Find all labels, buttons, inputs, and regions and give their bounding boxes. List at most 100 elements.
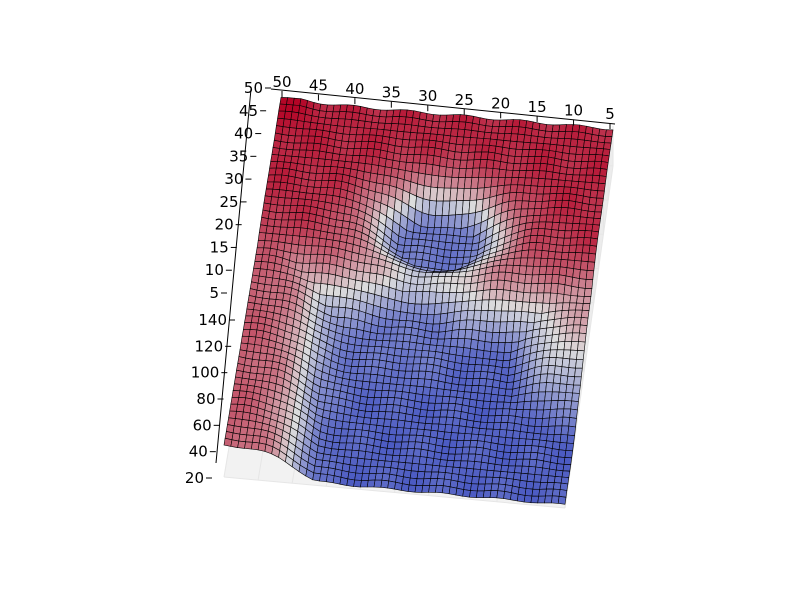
surface-cell bbox=[527, 466, 537, 475]
surface-cell bbox=[565, 215, 575, 224]
surface-cell bbox=[503, 491, 512, 501]
surface-cell bbox=[521, 409, 531, 419]
surface-cell bbox=[530, 445, 540, 454]
surface-cell bbox=[562, 464, 572, 472]
surface-cell bbox=[506, 310, 516, 323]
surface-cell bbox=[548, 357, 557, 367]
surface-cell bbox=[458, 168, 467, 179]
surface-cell bbox=[448, 346, 458, 356]
surface-cell bbox=[551, 273, 560, 285]
surface-cell bbox=[534, 249, 543, 259]
surface-cell bbox=[449, 337, 459, 348]
surface-cell bbox=[490, 342, 499, 353]
surface-cell bbox=[427, 402, 436, 411]
surface-cell bbox=[568, 417, 577, 428]
surface-cell bbox=[421, 259, 430, 269]
surface-cell bbox=[450, 276, 459, 285]
surface-cell bbox=[443, 275, 453, 284]
surface-cell bbox=[482, 350, 492, 360]
surface-cell bbox=[400, 301, 409, 314]
surface-cell bbox=[453, 410, 462, 419]
surface-cell bbox=[509, 452, 518, 460]
surface-cell bbox=[523, 495, 533, 504]
surface-cell bbox=[499, 471, 508, 479]
surface-cell bbox=[543, 137, 552, 145]
surface-cell bbox=[408, 385, 418, 395]
surface-cell bbox=[580, 252, 590, 263]
surface-cell bbox=[506, 422, 515, 431]
surface-cell bbox=[448, 396, 457, 405]
surface-cell bbox=[590, 134, 600, 143]
surface-cell bbox=[475, 349, 485, 359]
surface-cell bbox=[469, 440, 478, 448]
surface-cell bbox=[411, 414, 420, 424]
surface-cell bbox=[515, 192, 524, 202]
surface-cell bbox=[462, 347, 471, 358]
surface-cell bbox=[555, 463, 565, 472]
surface-cell bbox=[594, 204, 603, 213]
surface-cell bbox=[515, 291, 525, 303]
surface-cell bbox=[584, 174, 594, 183]
surface-cell bbox=[579, 269, 588, 280]
surface-cell bbox=[562, 408, 572, 418]
surface-cell bbox=[544, 170, 554, 180]
surface-cell bbox=[572, 384, 581, 394]
surface-cell bbox=[523, 445, 533, 453]
surface-cell bbox=[575, 302, 584, 311]
surface-cell bbox=[410, 238, 420, 246]
surface-cell bbox=[604, 136, 613, 144]
surface-cell bbox=[463, 433, 473, 441]
surface-cell bbox=[578, 174, 587, 183]
surface-cell bbox=[456, 432, 466, 441]
surface-cell bbox=[451, 121, 460, 130]
surface-cell bbox=[524, 274, 533, 285]
surface-cell bbox=[388, 340, 397, 349]
surface-cell bbox=[416, 471, 426, 480]
surface-cell bbox=[441, 485, 451, 495]
surface-cell bbox=[563, 457, 573, 465]
surface-cell bbox=[568, 244, 577, 253]
surface-cell bbox=[465, 467, 474, 477]
surface-cell bbox=[579, 316, 589, 327]
surface-cell bbox=[542, 143, 551, 151]
surface-cell bbox=[492, 422, 502, 430]
surface-cell bbox=[537, 228, 546, 237]
surface-cell bbox=[546, 482, 555, 490]
surface-cell bbox=[581, 303, 591, 312]
z-tick-label: 120 bbox=[195, 337, 224, 355]
surface-cell bbox=[522, 292, 531, 303]
surface-cell bbox=[442, 438, 451, 448]
surface-cell bbox=[537, 495, 546, 504]
surface-cell bbox=[508, 458, 517, 467]
surface-cell bbox=[571, 392, 580, 402]
surface-cell bbox=[430, 471, 439, 479]
surface-cell bbox=[450, 128, 459, 137]
surface-cell bbox=[491, 386, 500, 396]
surface-cell bbox=[480, 299, 490, 311]
surface-cell bbox=[498, 477, 507, 486]
surface-cell bbox=[464, 243, 473, 251]
surface-cell bbox=[329, 254, 338, 266]
surface-cell bbox=[490, 132, 499, 141]
surface-cell bbox=[438, 465, 447, 473]
surface-cell bbox=[599, 168, 608, 177]
surface-cell bbox=[555, 349, 565, 359]
surface-cell bbox=[504, 437, 513, 446]
surface-cell bbox=[430, 379, 439, 389]
surface-cell bbox=[583, 288, 593, 297]
surface-cell bbox=[438, 234, 448, 243]
surface-cell bbox=[390, 369, 400, 379]
surface-cell bbox=[584, 132, 593, 142]
z-tick-label: 40 bbox=[189, 443, 208, 461]
surface-cell bbox=[516, 493, 526, 503]
surface-cell bbox=[417, 238, 426, 247]
z-tick-label: 140 bbox=[198, 311, 227, 329]
surface-cell bbox=[566, 434, 575, 444]
surface-cell bbox=[421, 198, 431, 216]
surface-cell bbox=[504, 169, 514, 178]
surface-cell bbox=[520, 311, 529, 323]
surface-cell bbox=[529, 292, 538, 304]
surface-cell bbox=[492, 379, 501, 389]
surface-cell bbox=[543, 342, 552, 351]
surface-cell bbox=[337, 449, 346, 458]
